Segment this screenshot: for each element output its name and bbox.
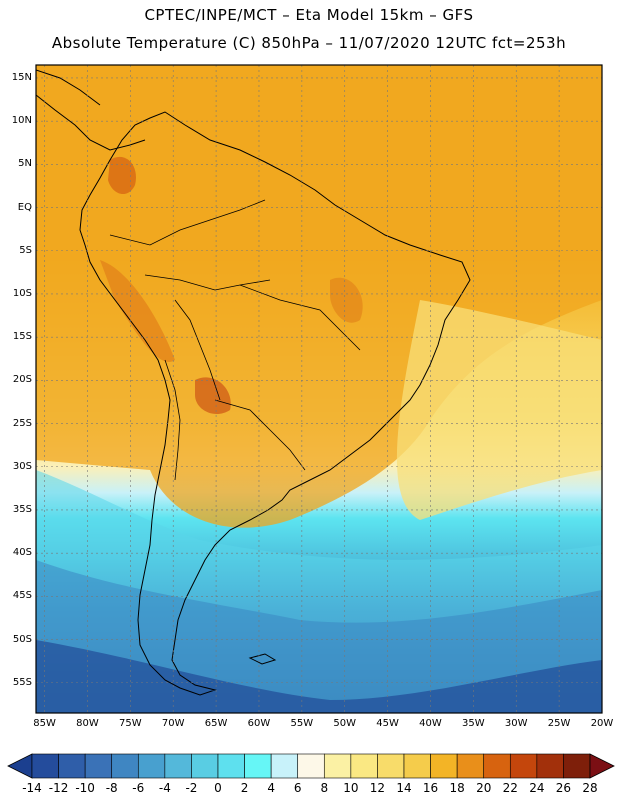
lat-label: 15N	[11, 71, 32, 83]
colorbar-swatch	[217, 753, 245, 779]
colorbar-tick-label: -8	[105, 781, 118, 795]
lat-label: 15S	[12, 331, 32, 343]
lat-label: 10N	[11, 115, 32, 127]
lon-label: 40W	[419, 718, 442, 729]
falklands	[248, 653, 277, 665]
colorbar-swatch	[430, 753, 458, 779]
lat-label: 30S	[12, 460, 32, 472]
lat-label: 35S	[12, 503, 32, 515]
lat-label: 50S	[12, 633, 32, 645]
lon-label: 75W	[119, 718, 142, 729]
colorbar-tick-label: 18	[449, 781, 465, 795]
colorbar-swatch	[270, 753, 299, 779]
lat-label: 20S	[12, 374, 32, 386]
colorbar-swatch	[58, 753, 86, 779]
colorbar-tick-label: 16	[422, 781, 439, 795]
colorbar-low-arrow	[7, 753, 33, 779]
colorbar-tick-label: -2	[185, 781, 198, 795]
lon-label: 60W	[247, 718, 271, 729]
central-america-coastline	[36, 69, 146, 151]
lat-lon-grid	[36, 65, 603, 713]
lat-label: 5N	[18, 158, 32, 170]
lon-label: 65W	[204, 718, 228, 729]
lat-label: 55S	[12, 676, 32, 688]
map-frame	[35, 64, 603, 714]
colorbar-tick-label: 20	[476, 781, 492, 795]
lon-label: 55W	[290, 718, 314, 729]
warm-region	[36, 65, 602, 528]
colorbar-swatch	[84, 753, 113, 779]
colorbar-swatch	[164, 753, 192, 779]
colorbar-tick-label: 12	[369, 781, 386, 795]
lon-label: 50W	[333, 718, 357, 729]
colorbar-swatch	[563, 753, 591, 779]
lon-label: 20W	[590, 718, 614, 729]
colorbar-tick-label: 24	[529, 781, 545, 795]
lat-label: 45S	[12, 590, 32, 602]
colorbar-high-arrow	[589, 753, 615, 779]
colorbar-swatch	[111, 753, 139, 779]
colorbar-swatch	[509, 753, 538, 779]
colorbar-tick-label: 26	[555, 781, 572, 795]
colorbar-tick-label: -14	[22, 781, 42, 795]
colorbar	[7, 753, 615, 779]
colorbar-tick-label: 10	[343, 781, 359, 795]
lat-label: 10S	[12, 287, 32, 299]
colorbar-tick-label: 2	[240, 781, 249, 795]
hot-spot-chaco	[195, 377, 231, 415]
colorbar-swatch	[403, 753, 431, 779]
colorbar-tick-label: 8	[320, 781, 329, 795]
hot-spot-peru	[100, 260, 175, 362]
hot-spot-colombia	[108, 156, 136, 195]
colorbar-swatch	[137, 753, 166, 779]
colorbar-swatch	[191, 753, 219, 779]
colorbar-tick-label: -10	[75, 781, 95, 795]
lat-label: 40S	[12, 547, 32, 559]
lat-label: EQ	[17, 201, 32, 213]
colorbar-tick-label: 0	[214, 781, 222, 795]
colorbar-swatch	[536, 753, 564, 779]
colorbar-swatch	[323, 753, 352, 779]
lon-label: 85W	[33, 718, 56, 729]
colorbar-swatch	[483, 753, 511, 779]
colorbar-tick-label: 6	[293, 781, 302, 795]
colorbar-tick-label: -12	[48, 781, 69, 795]
mild-ocean-region	[396, 300, 602, 520]
colorbar-swatch	[31, 753, 59, 779]
colorbar-tick-label: -4	[158, 781, 171, 795]
country-borders	[109, 199, 361, 481]
colorbar-swatch	[377, 753, 405, 779]
colorbar-swatch	[297, 753, 325, 779]
colorbar-tick-label: 22	[502, 781, 518, 795]
map-subtitle: Absolute Temperature (C) 850hPa – 11/07/…	[51, 34, 567, 52]
colorbar-tick-label: 4	[267, 781, 275, 795]
hot-spot-brazil	[330, 277, 363, 323]
colorbar-tick-label: 28	[582, 781, 598, 795]
lat-label: 25S	[12, 417, 32, 429]
coldest-region	[36, 640, 602, 713]
lon-label: 35W	[462, 718, 485, 729]
colorbar-swatch	[350, 753, 378, 779]
colorbar-swatch	[244, 753, 272, 779]
lat-label: 5S	[19, 244, 32, 256]
colorbar-swatch	[456, 753, 485, 779]
colorbar-tick-label: -6	[132, 781, 145, 795]
lon-label: 80W	[76, 718, 99, 729]
south-america-coastline	[79, 111, 471, 696]
lon-label: 30W	[504, 718, 528, 729]
colorbar-tick-label: 14	[396, 781, 412, 795]
lon-label: 70W	[161, 718, 185, 729]
lon-label: 25W	[547, 718, 571, 729]
map-title: CPTEC/INPE/MCT – Eta Model 15km – GFS	[144, 6, 474, 24]
lon-label: 45W	[376, 718, 399, 729]
